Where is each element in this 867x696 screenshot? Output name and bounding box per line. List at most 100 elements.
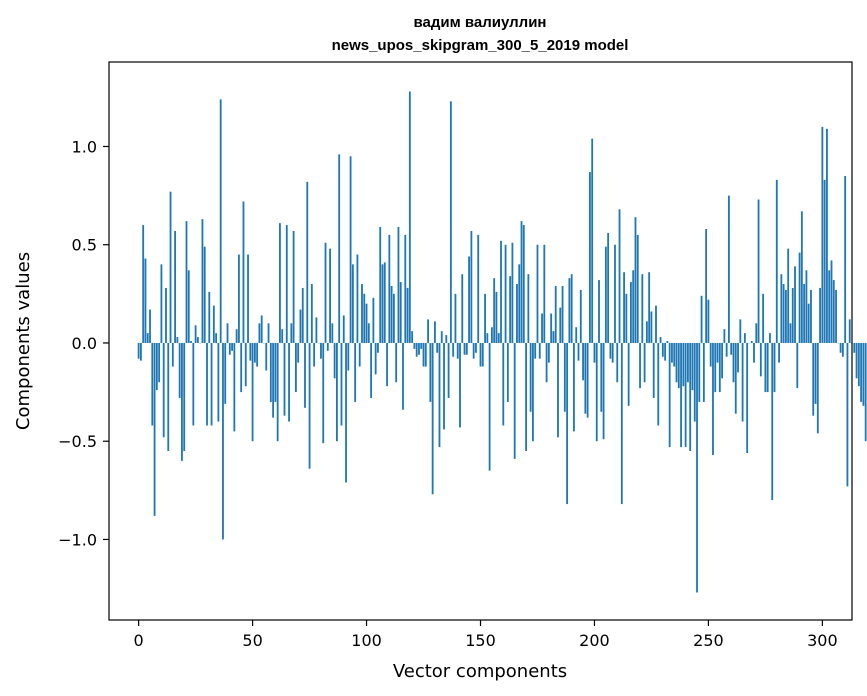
y-axis-ticks: −1.0 −0.5 0.0 0.5 1.0 — [58, 137, 109, 549]
x-tick-label: 200 — [579, 631, 610, 650]
bar — [438, 342, 441, 448]
bar — [579, 289, 582, 343]
bar — [675, 342, 678, 383]
bar — [828, 270, 831, 343]
bar — [757, 199, 760, 343]
bar — [702, 342, 705, 402]
bar — [541, 313, 543, 343]
bar — [304, 342, 306, 408]
bar — [137, 342, 140, 359]
bar — [379, 227, 382, 343]
bar — [741, 342, 744, 422]
bar — [242, 201, 245, 343]
bar — [784, 289, 787, 343]
bar — [707, 299, 710, 343]
bar — [846, 342, 849, 487]
bar — [290, 323, 293, 343]
bar — [381, 264, 384, 343]
bar — [427, 319, 429, 343]
bar — [627, 342, 630, 406]
bar — [602, 342, 605, 440]
bar — [650, 311, 653, 343]
bar — [431, 342, 434, 495]
bar — [354, 342, 357, 402]
bar — [454, 293, 457, 343]
bar — [532, 342, 534, 442]
bar — [652, 342, 655, 398]
bar — [789, 323, 792, 343]
bar — [511, 242, 514, 343]
bar — [222, 342, 224, 540]
bar — [244, 342, 247, 387]
bar — [769, 333, 771, 343]
y-tick-label: 0.0 — [72, 334, 97, 353]
bar — [534, 342, 537, 359]
bar — [796, 342, 799, 389]
bar — [338, 154, 341, 343]
bar — [192, 342, 195, 426]
bar — [525, 342, 527, 452]
bar — [618, 209, 621, 343]
bar — [684, 342, 687, 448]
y-tick-label: −1.0 — [58, 530, 97, 549]
bar — [365, 303, 368, 343]
bars-group — [137, 91, 867, 593]
bar — [516, 284, 518, 343]
bar — [315, 317, 318, 343]
bar — [265, 342, 268, 371]
bar — [477, 234, 480, 343]
bar — [468, 256, 471, 343]
bar — [593, 342, 596, 363]
bar — [297, 342, 300, 363]
bar — [668, 342, 671, 448]
bar — [203, 246, 206, 343]
bar — [620, 342, 623, 505]
bar — [301, 287, 304, 343]
bar — [552, 331, 555, 343]
bar — [821, 126, 824, 343]
bar — [336, 342, 338, 442]
bar — [832, 280, 835, 343]
bar — [420, 342, 423, 349]
bar — [682, 342, 685, 387]
bar — [582, 342, 584, 381]
bar — [408, 91, 411, 343]
bar — [313, 342, 316, 367]
bar — [643, 342, 646, 383]
bar — [693, 342, 696, 422]
bar — [253, 342, 256, 363]
bar — [326, 342, 329, 351]
y-tick-label: −0.5 — [58, 432, 97, 451]
bar — [780, 274, 783, 343]
bar — [750, 341, 753, 343]
bar — [547, 342, 550, 363]
bar — [429, 342, 432, 402]
bar — [292, 230, 295, 343]
bar — [406, 287, 409, 343]
bar — [190, 341, 192, 343]
bar — [169, 191, 172, 343]
bar — [226, 323, 229, 343]
bar — [283, 342, 286, 416]
bar — [698, 342, 701, 402]
bar — [415, 342, 418, 357]
bar — [639, 342, 641, 389]
bar — [773, 342, 776, 393]
y-tick-label: 0.5 — [72, 236, 97, 255]
bar — [634, 217, 637, 343]
x-tick-label: 250 — [693, 631, 724, 650]
bar — [666, 341, 669, 343]
bar — [208, 291, 211, 343]
bar — [830, 260, 833, 343]
bar — [826, 128, 828, 343]
bar — [224, 342, 227, 404]
bar — [623, 272, 625, 343]
bar — [794, 266, 796, 343]
bar — [235, 329, 238, 343]
bar — [185, 221, 188, 343]
bar — [281, 329, 284, 343]
bar — [816, 342, 819, 434]
bar — [648, 272, 651, 343]
bar — [723, 329, 726, 343]
bar — [201, 219, 204, 343]
